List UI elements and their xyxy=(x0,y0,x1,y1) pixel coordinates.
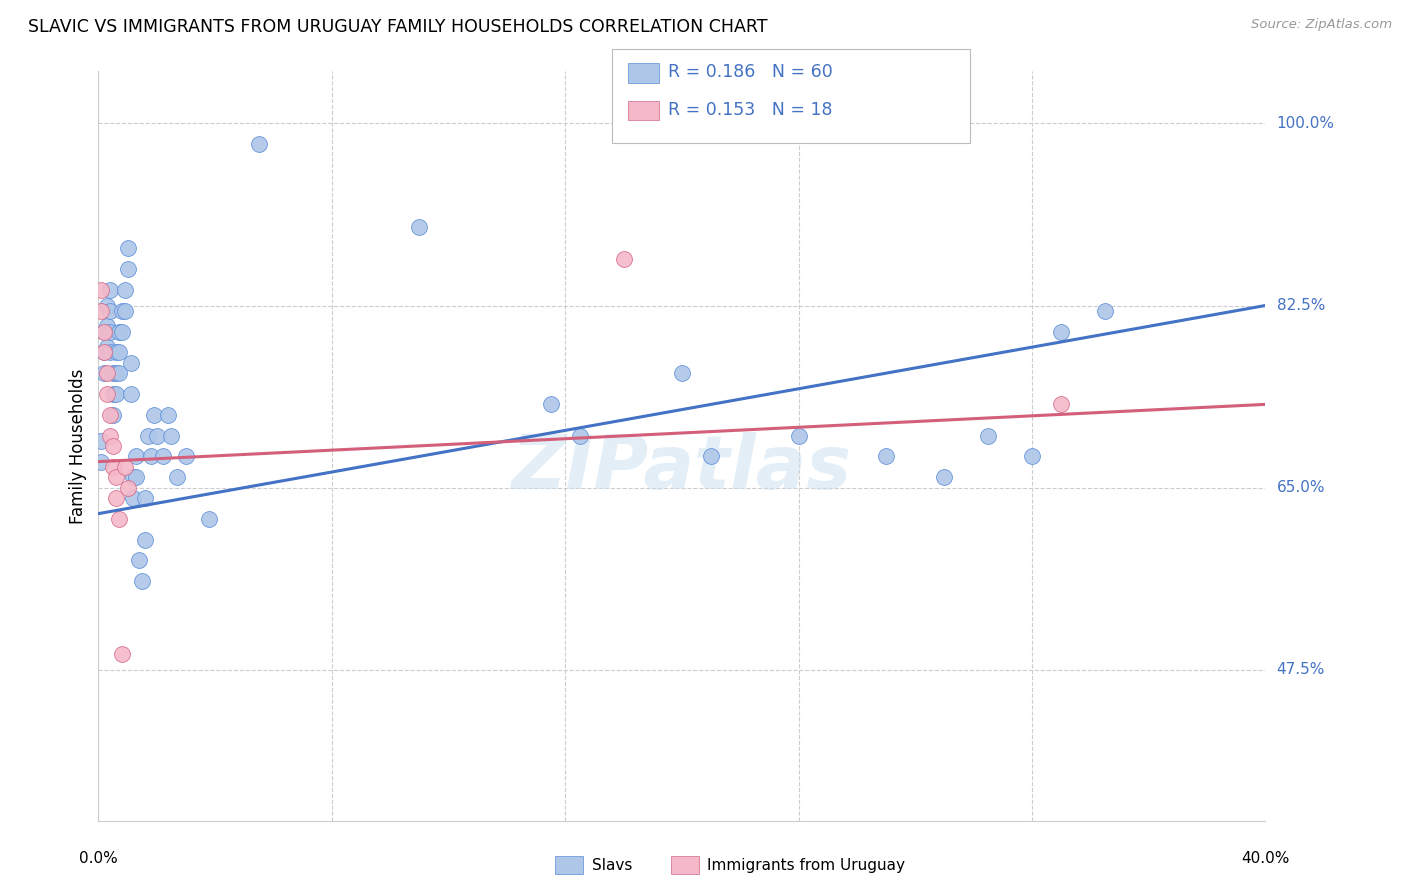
Point xyxy=(157,408,180,422)
Text: Immigrants from Uruguay: Immigrants from Uruguay xyxy=(707,858,905,872)
Point xyxy=(125,450,148,464)
Text: 82.5%: 82.5% xyxy=(1277,298,1324,313)
Point xyxy=(1050,325,1073,339)
Point xyxy=(934,470,956,484)
Point xyxy=(174,450,197,464)
Point xyxy=(117,262,139,277)
Point xyxy=(787,428,810,442)
Point xyxy=(125,470,148,484)
Point xyxy=(93,325,115,339)
Point xyxy=(152,450,174,464)
Point xyxy=(108,345,131,359)
Point xyxy=(104,345,127,359)
Text: Source: ZipAtlas.com: Source: ZipAtlas.com xyxy=(1251,18,1392,31)
Point xyxy=(117,241,139,255)
Point xyxy=(111,647,134,661)
Point xyxy=(96,299,118,313)
Point xyxy=(120,356,142,370)
Point xyxy=(146,428,169,442)
Text: 0.0%: 0.0% xyxy=(79,851,118,866)
Point xyxy=(134,491,156,505)
Text: R = 0.153   N = 18: R = 0.153 N = 18 xyxy=(668,101,832,119)
Point xyxy=(142,408,165,422)
Point xyxy=(671,366,693,380)
Point xyxy=(122,491,145,505)
Point xyxy=(93,366,115,380)
Point xyxy=(101,459,124,474)
Point xyxy=(98,303,121,318)
Point xyxy=(96,366,118,380)
Point xyxy=(247,137,270,152)
Point xyxy=(98,283,121,297)
Point xyxy=(96,387,118,401)
Point xyxy=(131,574,153,589)
Point xyxy=(108,512,131,526)
Point xyxy=(114,459,136,474)
Point xyxy=(101,408,124,422)
Text: 47.5%: 47.5% xyxy=(1277,662,1324,677)
Point xyxy=(612,252,634,266)
Point xyxy=(93,345,115,359)
Point xyxy=(90,455,112,469)
Point xyxy=(128,553,150,567)
Point xyxy=(90,434,112,448)
Point xyxy=(114,303,136,318)
Point xyxy=(1050,397,1073,411)
Y-axis label: Family Households: Family Households xyxy=(69,368,87,524)
Point xyxy=(90,303,112,318)
Point xyxy=(101,439,124,453)
Point xyxy=(700,450,723,464)
Text: SLAVIC VS IMMIGRANTS FROM URUGUAY FAMILY HOUSEHOLDS CORRELATION CHART: SLAVIC VS IMMIGRANTS FROM URUGUAY FAMILY… xyxy=(28,18,768,36)
Point xyxy=(96,340,118,354)
Point xyxy=(160,428,183,442)
Point xyxy=(1021,450,1043,464)
Point xyxy=(568,428,591,442)
Point xyxy=(139,450,162,464)
Text: R = 0.186   N = 60: R = 0.186 N = 60 xyxy=(668,63,832,81)
Point xyxy=(98,325,121,339)
Text: 100.0%: 100.0% xyxy=(1277,116,1334,131)
Point xyxy=(875,450,897,464)
Point xyxy=(104,470,127,484)
Text: Slavs: Slavs xyxy=(592,858,633,872)
Point xyxy=(101,366,124,380)
Text: ZIPatlas: ZIPatlas xyxy=(512,432,852,505)
Point xyxy=(108,325,131,339)
Point xyxy=(90,283,112,297)
Point xyxy=(540,397,562,411)
Point xyxy=(98,428,121,442)
Point xyxy=(120,387,142,401)
Point xyxy=(104,366,127,380)
Point xyxy=(108,366,131,380)
Point xyxy=(111,303,134,318)
Point xyxy=(134,533,156,547)
Point xyxy=(408,220,430,235)
Point xyxy=(93,345,115,359)
Point xyxy=(101,387,124,401)
Point xyxy=(198,512,221,526)
Text: 40.0%: 40.0% xyxy=(1241,851,1289,866)
Point xyxy=(98,345,121,359)
Point xyxy=(104,387,127,401)
Point xyxy=(98,408,121,422)
Point xyxy=(117,481,139,495)
Point xyxy=(977,428,1000,442)
Point xyxy=(104,491,127,505)
Point xyxy=(114,283,136,297)
Point xyxy=(93,325,115,339)
Point xyxy=(111,325,134,339)
Text: 65.0%: 65.0% xyxy=(1277,480,1324,495)
Point xyxy=(166,470,188,484)
Point xyxy=(1094,303,1116,318)
Point xyxy=(136,428,159,442)
Point xyxy=(122,470,145,484)
Point xyxy=(96,319,118,334)
